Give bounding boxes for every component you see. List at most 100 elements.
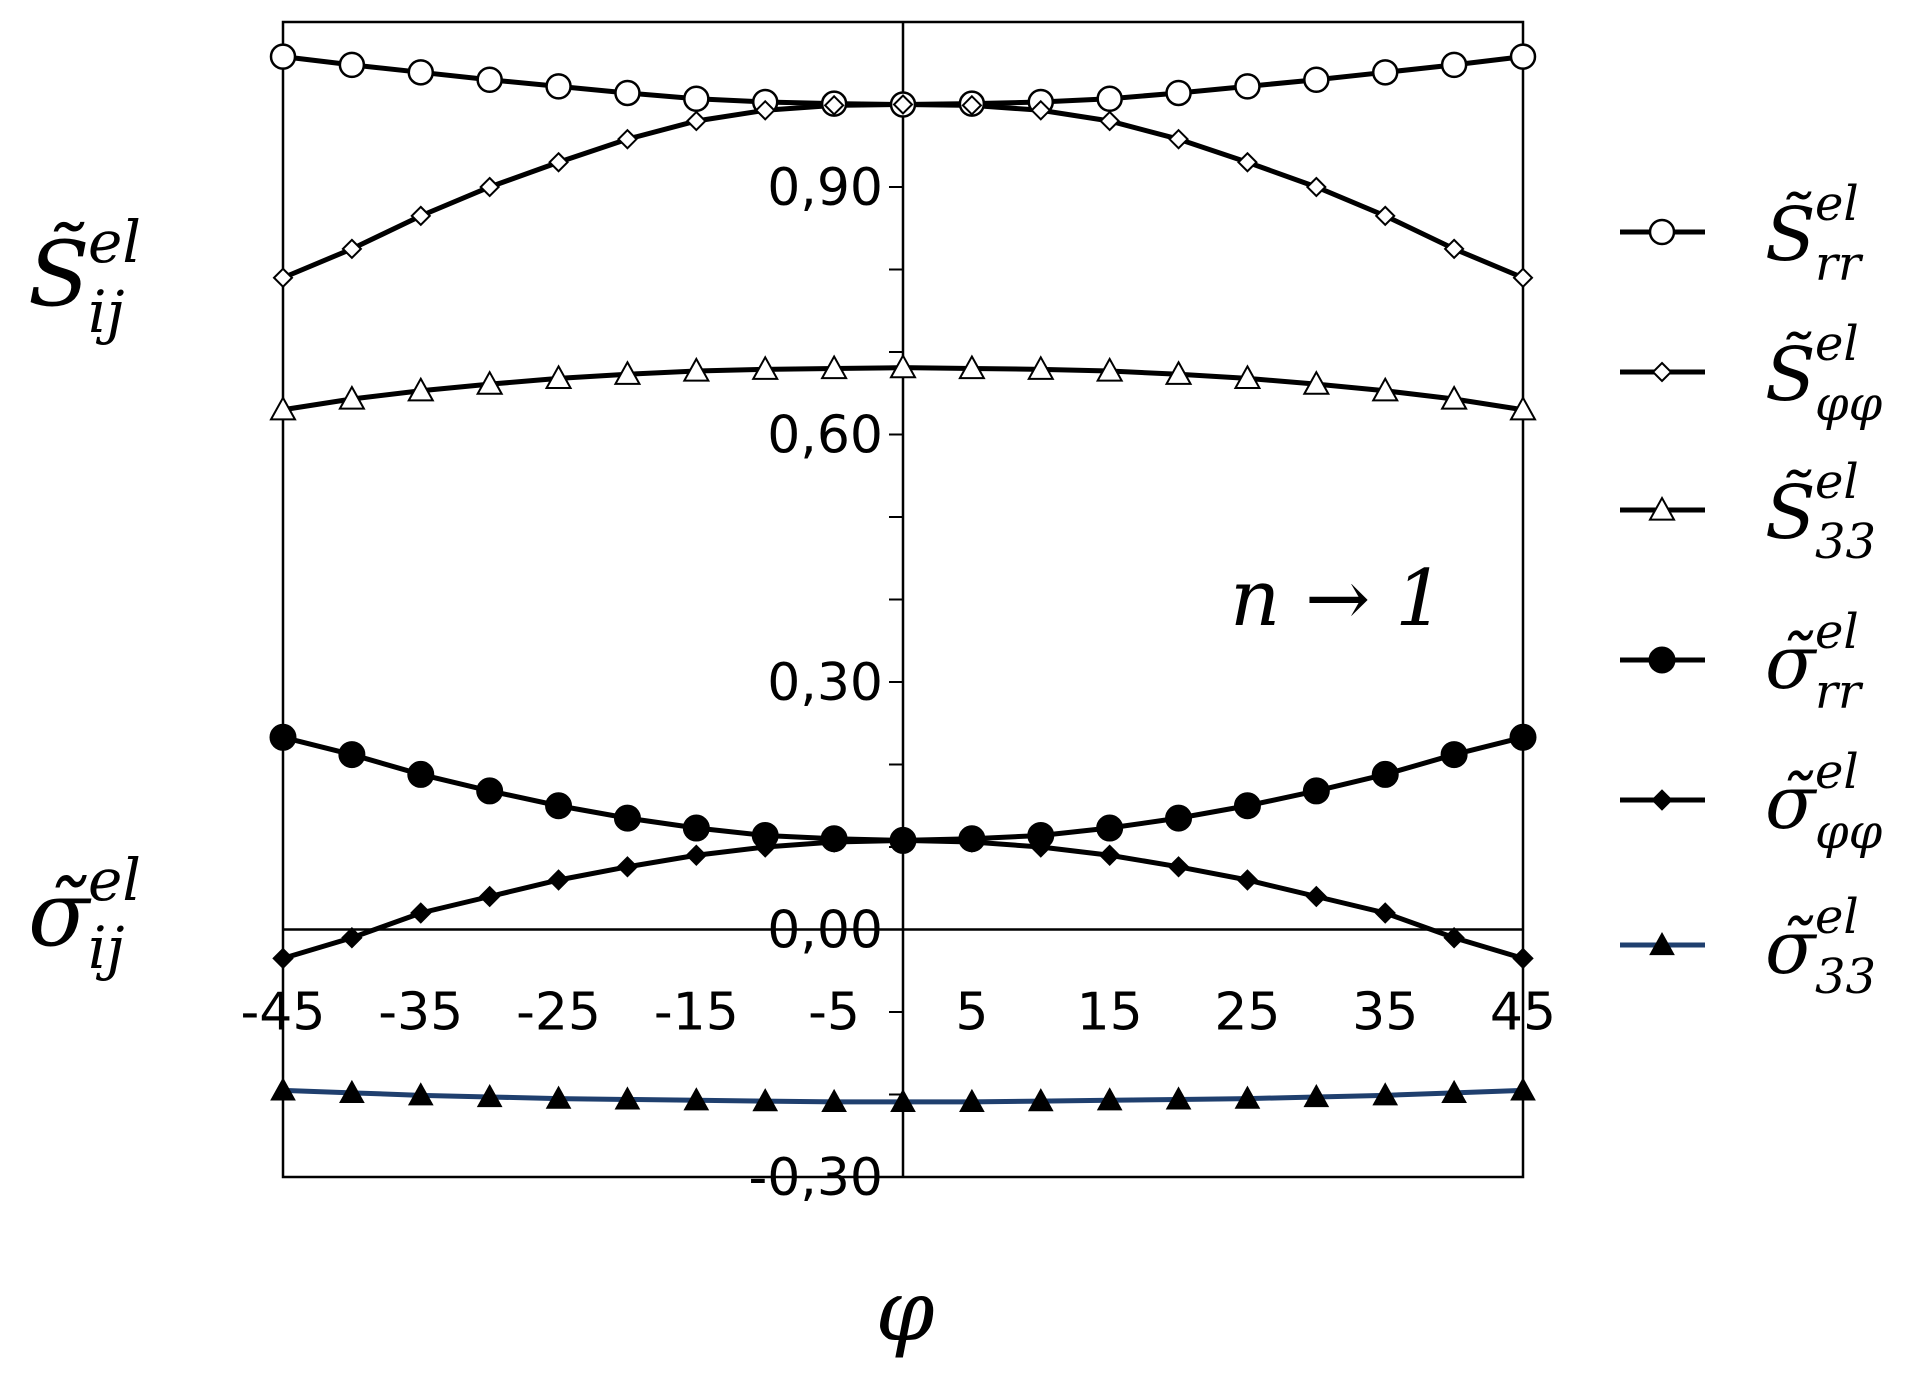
series-5-point (614, 1086, 641, 1110)
series-4-point (272, 947, 294, 970)
series-1-point (272, 267, 294, 289)
series-0-point (1509, 43, 1537, 70)
series-1-point (1030, 99, 1052, 121)
series-3-point (1509, 723, 1537, 751)
series-3-point (476, 777, 504, 805)
series-5-point (270, 1077, 296, 1101)
series-4-point (892, 829, 914, 852)
series-2-point (338, 384, 366, 410)
series-0-point (1165, 79, 1192, 107)
legend-label-sub: 33 (1815, 514, 1876, 570)
y-tick-label: 0,00 (767, 901, 883, 961)
legend-label-base: S̃ (1765, 192, 1816, 278)
series-4-point (1305, 885, 1328, 908)
x-tick-labels: -45 -35 -25 -15 -5 5 15 25 35 45 (241, 983, 1557, 1043)
annotation-n-to-1: n → 1 (1230, 554, 1445, 644)
series-1-point (1443, 238, 1465, 260)
ylabel-top-base: S̃ (28, 222, 90, 327)
series-1-point (1374, 205, 1396, 227)
legend-label-sup: el (1815, 604, 1859, 660)
x-axis-label: φ (876, 1262, 935, 1360)
series-3-point (269, 723, 297, 751)
legend-marker (1648, 646, 1676, 674)
y-tick-label: 0,90 (767, 158, 883, 218)
series-1-point (1512, 267, 1534, 289)
series-5-point (407, 1082, 434, 1106)
series-3-point (682, 814, 710, 842)
series-0-point (1234, 73, 1261, 100)
series-5-point (1510, 1077, 1536, 1101)
series-4-point (754, 836, 776, 858)
series-0-point (338, 51, 366, 79)
series-0-point (1440, 51, 1468, 79)
series-4-point (616, 856, 639, 878)
series-0-point (269, 43, 297, 70)
series-5-point (545, 1085, 572, 1109)
series-3-point (1440, 741, 1468, 769)
series-4-point (1167, 856, 1190, 878)
legend-marker (1649, 931, 1675, 956)
ylabel-bottom-sub: ij (88, 914, 125, 982)
x-tick-label: -35 (378, 983, 463, 1043)
series-0-point (1303, 66, 1330, 93)
series-4-point (1030, 836, 1052, 858)
legend-label-sup: el (1815, 316, 1859, 372)
y-tick-label: 0,60 (767, 406, 883, 466)
series-4-point (341, 927, 363, 949)
series-4-point (1236, 869, 1259, 891)
series-4-point (478, 885, 501, 908)
series-4-point (1512, 947, 1534, 970)
x-tick-label: -5 (808, 983, 860, 1043)
series-2-point (1509, 395, 1537, 421)
series-5-point (752, 1088, 779, 1112)
series-markers (269, 43, 1537, 1113)
series-1-point (823, 94, 845, 116)
legend-label-sub: 33 (1815, 949, 1876, 1005)
series-1-point (754, 99, 776, 121)
series-4-point (1098, 844, 1121, 866)
series-0-point (1371, 59, 1399, 86)
ylabel-top-sub: ij (88, 278, 125, 346)
series-2-point (751, 355, 779, 380)
series-3-point (407, 760, 435, 788)
series-5-point (890, 1088, 916, 1113)
x-tick-label: -15 (654, 983, 739, 1043)
series-4-point (1443, 927, 1465, 949)
series-0-point (545, 73, 572, 100)
series-1-point (617, 128, 638, 150)
legend-label-base: σ̃ (1765, 620, 1818, 706)
series-3-point (1371, 760, 1399, 788)
series-0-point (476, 66, 503, 93)
series-2-point (1302, 370, 1331, 395)
ylabel-bottom-sup: el (88, 846, 141, 914)
series-2-point (1233, 364, 1262, 389)
series-5-point (1303, 1083, 1330, 1108)
series-3-point (545, 792, 573, 820)
x-tick-label: 45 (1490, 983, 1556, 1043)
series-2-point (889, 353, 917, 379)
series-1-point (479, 176, 501, 198)
series-4-point (961, 831, 983, 853)
series-4-point (410, 902, 432, 924)
series-2-point (1164, 360, 1193, 385)
legend-marker (1651, 789, 1673, 811)
series-4-point (823, 831, 845, 853)
y-minor-ticks (889, 21, 903, 1178)
legend-label-sup: el (1815, 176, 1859, 232)
legend-label-sub: rr (1815, 236, 1864, 292)
series-5-point (1441, 1079, 1467, 1103)
x-tick-label: -45 (241, 983, 326, 1043)
series-4-point (547, 869, 570, 891)
series-0-point (614, 79, 641, 107)
legend-label-sub: φφ (1815, 376, 1883, 432)
legend-marker (1651, 361, 1673, 383)
series-2-point (475, 370, 504, 395)
series-1-point (1099, 110, 1121, 132)
